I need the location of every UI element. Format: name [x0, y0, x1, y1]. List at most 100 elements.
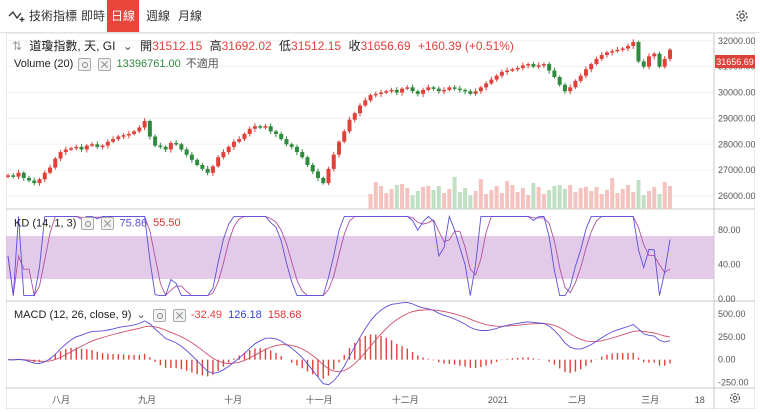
volume-bar [526, 195, 531, 209]
candle-body [652, 53, 657, 57]
last-price-text: 31656.69 [716, 57, 754, 67]
candle-body [273, 131, 278, 134]
volume-bar [583, 187, 588, 209]
candle-body [74, 146, 79, 149]
volume-bar [599, 194, 604, 209]
volume-remove-icon[interactable] [98, 57, 112, 71]
candle-body [368, 95, 373, 101]
candle-body [63, 149, 68, 153]
candle-body [16, 172, 21, 177]
high-label: 高 [209, 39, 222, 53]
candle-body [457, 88, 462, 91]
candle-body [147, 121, 152, 137]
candle-body [53, 158, 58, 168]
candle-body [541, 64, 546, 66]
candle-body [394, 89, 399, 93]
candle-body [210, 166, 215, 173]
macd-line [7, 301, 671, 386]
candle-body [478, 87, 483, 92]
candle-body [415, 91, 420, 94]
volume-bar [384, 193, 389, 209]
volume-bar [578, 188, 583, 209]
candle-body [536, 65, 541, 67]
candle-body [400, 88, 405, 93]
macd-hist-value: -32.49 [190, 309, 223, 321]
candle-body [484, 83, 489, 88]
chart-canvas[interactable]: 32000.0031000.0030000.0029000.0028000.00… [6, 33, 755, 409]
volume-bar [442, 193, 447, 209]
candle-body [137, 127, 142, 132]
candle-body [421, 89, 426, 94]
candle-body [42, 172, 47, 180]
indicators-menu[interactable]: 技術指標 [8, 0, 80, 32]
tab-realtime[interactable]: 即時 [81, 9, 106, 23]
close-value: 31656.69 [360, 39, 411, 53]
change-value: +160.39 (+0.51%) [417, 39, 514, 53]
candlestick-series [6, 39, 672, 186]
candle-body [436, 88, 441, 92]
candle-body [226, 146, 231, 153]
collapse-icon[interactable]: ⇅ [12, 39, 23, 53]
tab-daily[interactable]: 日線 [107, 0, 139, 32]
kd-remove-icon[interactable] [101, 217, 115, 230]
volume-bar [505, 181, 510, 209]
candle-body [662, 58, 667, 67]
volume-bar [668, 186, 672, 209]
volume-bar [368, 194, 373, 209]
time-axis-label: 二月 [568, 395, 586, 405]
candle-body [615, 49, 620, 52]
candle-body [510, 69, 515, 71]
candle-body [268, 126, 273, 132]
candle-body [620, 48, 625, 51]
volume-bar [421, 187, 426, 209]
volume-bar [494, 186, 499, 209]
candle-body [179, 144, 184, 150]
macd-remove-icon[interactable] [172, 308, 186, 322]
candle-body [6, 175, 10, 177]
open-value: 31512.15 [152, 39, 203, 53]
candle-body [641, 61, 646, 67]
chevron-down-icon[interactable]: ⌄ [122, 39, 133, 53]
candle-body [205, 168, 210, 173]
candle-body [562, 84, 567, 92]
symbol-label[interactable]: 道瓊指數, 天, GI [29, 39, 116, 53]
candle-body [189, 154, 194, 160]
candle-body [552, 70, 557, 77]
price-tick-label: 30000.00 [718, 88, 755, 98]
volume-bar [515, 192, 520, 209]
kd-settings-icon[interactable] [81, 217, 95, 230]
axis-settings-gear-icon[interactable] [729, 392, 741, 404]
volume-bar [410, 195, 415, 209]
indicator-chart-icon [8, 10, 25, 22]
tab-monthly[interactable]: 月線 [178, 9, 203, 23]
candle-body [520, 65, 525, 68]
macd-settings-icon[interactable] [152, 308, 166, 322]
chevron-down-icon[interactable]: ⌄ [136, 309, 146, 321]
candle-body [247, 128, 252, 134]
volume-settings-icon[interactable] [78, 57, 92, 71]
candle-body [594, 58, 599, 65]
candle-body [315, 171, 320, 178]
time-axis-label: 十一月 [306, 394, 333, 405]
kd-tick-label: 80.00 [718, 225, 741, 235]
volume-bar [400, 184, 405, 209]
candle-body [352, 113, 357, 120]
candle-body [200, 165, 205, 169]
candle-body [631, 42, 636, 46]
settings-gear-icon[interactable] [734, 8, 750, 24]
macd-tick-label: 0.00 [718, 355, 736, 365]
candle-body [221, 152, 226, 158]
candle-body [610, 51, 615, 53]
candle-body [379, 92, 384, 95]
signal-line [8, 309, 671, 373]
volume-bar [389, 189, 394, 209]
kd-legend: KD (14, 1, 3) 75.86 55.50 [14, 217, 181, 230]
candle-body [168, 143, 173, 150]
candle-body [142, 121, 147, 128]
volume-bar [484, 194, 489, 209]
tab-weekly[interactable]: 週線 [146, 9, 171, 23]
candle-body [263, 126, 268, 128]
candle-body [300, 152, 305, 158]
candle-body [84, 145, 89, 150]
candle-body [505, 70, 510, 73]
